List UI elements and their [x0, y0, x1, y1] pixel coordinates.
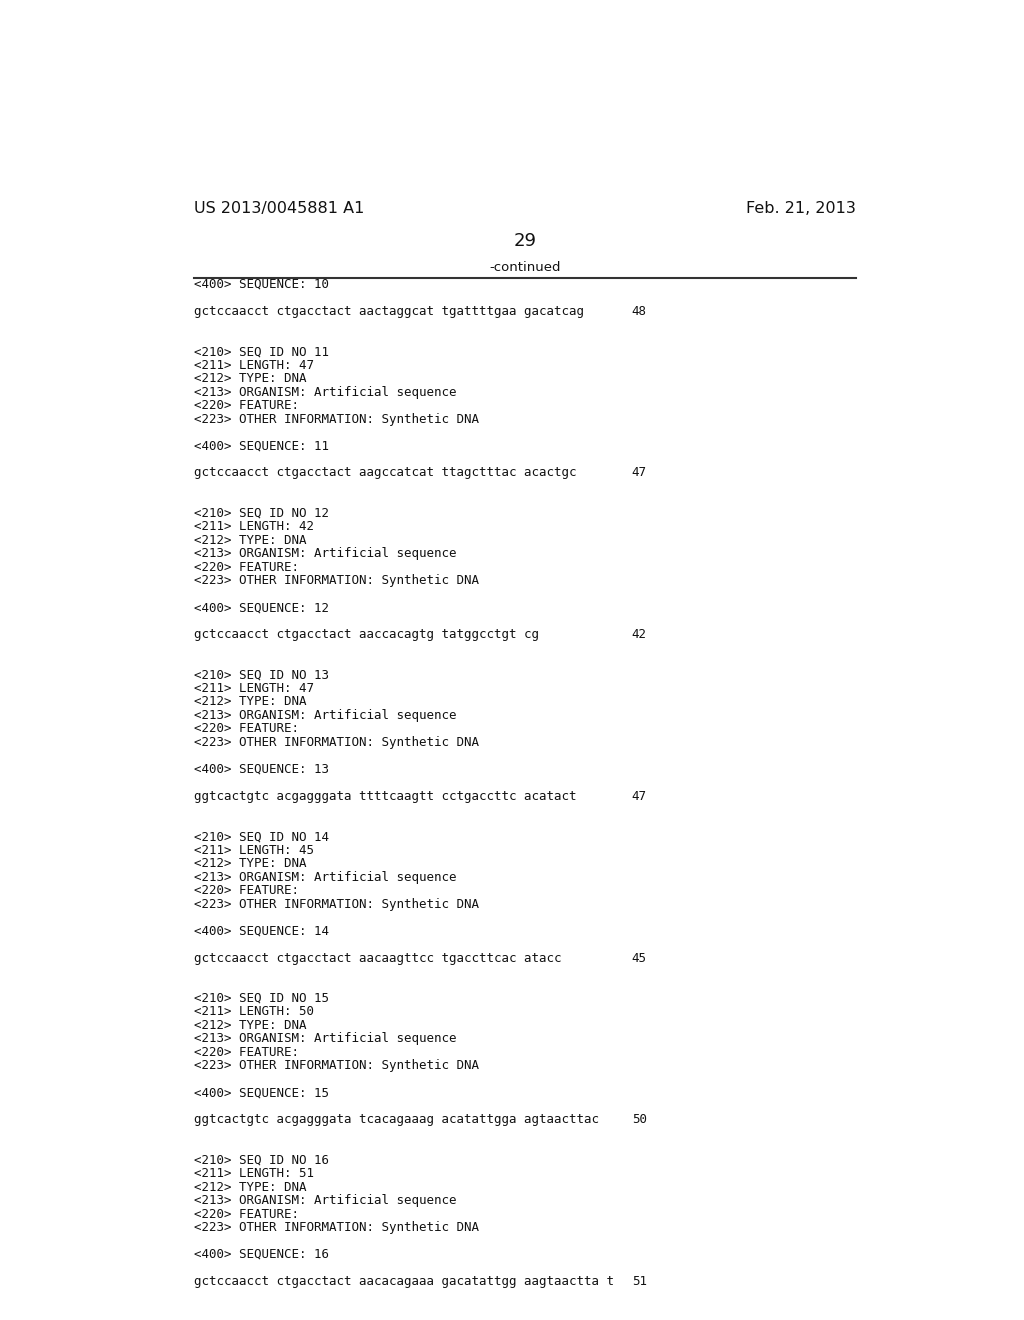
Text: <210> SEQ ID NO 15: <210> SEQ ID NO 15 [194, 991, 329, 1005]
Text: <400> SEQUENCE: 11: <400> SEQUENCE: 11 [194, 440, 329, 453]
Text: 45: 45 [632, 952, 647, 965]
Text: <212> TYPE: DNA: <212> TYPE: DNA [194, 857, 306, 870]
Text: <212> TYPE: DNA: <212> TYPE: DNA [194, 1180, 306, 1193]
Text: <223> OTHER INFORMATION: Synthetic DNA: <223> OTHER INFORMATION: Synthetic DNA [194, 735, 479, 748]
Text: <213> ORGANISM: Artificial sequence: <213> ORGANISM: Artificial sequence [194, 548, 457, 560]
Text: gctccaacct ctgacctact aaccacagtg tatggcctgt cg: gctccaacct ctgacctact aaccacagtg tatggcc… [194, 628, 539, 642]
Text: gctccaacct ctgacctact aacaagttcc tgaccttcac atacc: gctccaacct ctgacctact aacaagttcc tgacctt… [194, 952, 561, 965]
Text: 29: 29 [513, 231, 537, 249]
Text: <223> OTHER INFORMATION: Synthetic DNA: <223> OTHER INFORMATION: Synthetic DNA [194, 574, 479, 587]
Text: <213> ORGANISM: Artificial sequence: <213> ORGANISM: Artificial sequence [194, 1195, 457, 1206]
Text: <213> ORGANISM: Artificial sequence: <213> ORGANISM: Artificial sequence [194, 709, 457, 722]
Text: <220> FEATURE:: <220> FEATURE: [194, 722, 299, 735]
Text: ggtcactgtc acgagggata ttttcaagtt cctgaccttc acatact: ggtcactgtc acgagggata ttttcaagtt cctgacc… [194, 789, 577, 803]
Text: <211> LENGTH: 47: <211> LENGTH: 47 [194, 682, 314, 696]
Text: <223> OTHER INFORMATION: Synthetic DNA: <223> OTHER INFORMATION: Synthetic DNA [194, 898, 479, 911]
Text: US 2013/0045881 A1: US 2013/0045881 A1 [194, 201, 365, 215]
Text: gctccaacct ctgacctact aactaggcat tgattttgaa gacatcag: gctccaacct ctgacctact aactaggcat tgatttt… [194, 305, 584, 318]
Text: Feb. 21, 2013: Feb. 21, 2013 [745, 201, 856, 215]
Text: 50: 50 [632, 1113, 647, 1126]
Text: <212> TYPE: DNA: <212> TYPE: DNA [194, 533, 306, 546]
Text: <211> LENGTH: 51: <211> LENGTH: 51 [194, 1167, 314, 1180]
Text: <213> ORGANISM: Artificial sequence: <213> ORGANISM: Artificial sequence [194, 385, 457, 399]
Text: <223> OTHER INFORMATION: Synthetic DNA: <223> OTHER INFORMATION: Synthetic DNA [194, 1060, 479, 1072]
Text: <213> ORGANISM: Artificial sequence: <213> ORGANISM: Artificial sequence [194, 1032, 457, 1045]
Text: 47: 47 [632, 789, 647, 803]
Text: 47: 47 [632, 466, 647, 479]
Text: <400> SEQUENCE: 13: <400> SEQUENCE: 13 [194, 763, 329, 776]
Text: <212> TYPE: DNA: <212> TYPE: DNA [194, 372, 306, 385]
Text: <400> SEQUENCE: 12: <400> SEQUENCE: 12 [194, 601, 329, 614]
Text: <210> SEQ ID NO 13: <210> SEQ ID NO 13 [194, 668, 329, 681]
Text: <223> OTHER INFORMATION: Synthetic DNA: <223> OTHER INFORMATION: Synthetic DNA [194, 412, 479, 425]
Text: 48: 48 [632, 305, 647, 318]
Text: <210> SEQ ID NO 12: <210> SEQ ID NO 12 [194, 507, 329, 520]
Text: <212> TYPE: DNA: <212> TYPE: DNA [194, 1019, 306, 1032]
Text: <213> ORGANISM: Artificial sequence: <213> ORGANISM: Artificial sequence [194, 871, 457, 883]
Text: 51: 51 [632, 1275, 647, 1288]
Text: 42: 42 [632, 628, 647, 642]
Text: <400> SEQUENCE: 14: <400> SEQUENCE: 14 [194, 924, 329, 937]
Text: <210> SEQ ID NO 16: <210> SEQ ID NO 16 [194, 1154, 329, 1167]
Text: <220> FEATURE:: <220> FEATURE: [194, 1045, 299, 1059]
Text: <220> FEATURE:: <220> FEATURE: [194, 1208, 299, 1221]
Text: gctccaacct ctgacctact aacacagaaa gacatattgg aagtaactta t: gctccaacct ctgacctact aacacagaaa gacatat… [194, 1275, 613, 1288]
Text: <400> SEQUENCE: 10: <400> SEQUENCE: 10 [194, 277, 329, 290]
Text: <211> LENGTH: 47: <211> LENGTH: 47 [194, 359, 314, 372]
Text: <220> FEATURE:: <220> FEATURE: [194, 561, 299, 574]
Text: <220> FEATURE:: <220> FEATURE: [194, 399, 299, 412]
Text: <211> LENGTH: 50: <211> LENGTH: 50 [194, 1006, 314, 1019]
Text: <211> LENGTH: 42: <211> LENGTH: 42 [194, 520, 314, 533]
Text: <211> LENGTH: 45: <211> LENGTH: 45 [194, 843, 314, 857]
Text: <212> TYPE: DNA: <212> TYPE: DNA [194, 696, 306, 709]
Text: <210> SEQ ID NO 11: <210> SEQ ID NO 11 [194, 345, 329, 358]
Text: <400> SEQUENCE: 16: <400> SEQUENCE: 16 [194, 1247, 329, 1261]
Text: <400> SEQUENCE: 15: <400> SEQUENCE: 15 [194, 1086, 329, 1100]
Text: <210> SEQ ID NO 14: <210> SEQ ID NO 14 [194, 830, 329, 843]
Text: ggtcactgtc acgagggata tcacagaaag acatattgga agtaacttac: ggtcactgtc acgagggata tcacagaaag acatatt… [194, 1113, 599, 1126]
Text: <223> OTHER INFORMATION: Synthetic DNA: <223> OTHER INFORMATION: Synthetic DNA [194, 1221, 479, 1234]
Text: -continued: -continued [489, 261, 560, 273]
Text: gctccaacct ctgacctact aagccatcat ttagctttac acactgc: gctccaacct ctgacctact aagccatcat ttagctt… [194, 466, 577, 479]
Text: <220> FEATURE:: <220> FEATURE: [194, 884, 299, 898]
